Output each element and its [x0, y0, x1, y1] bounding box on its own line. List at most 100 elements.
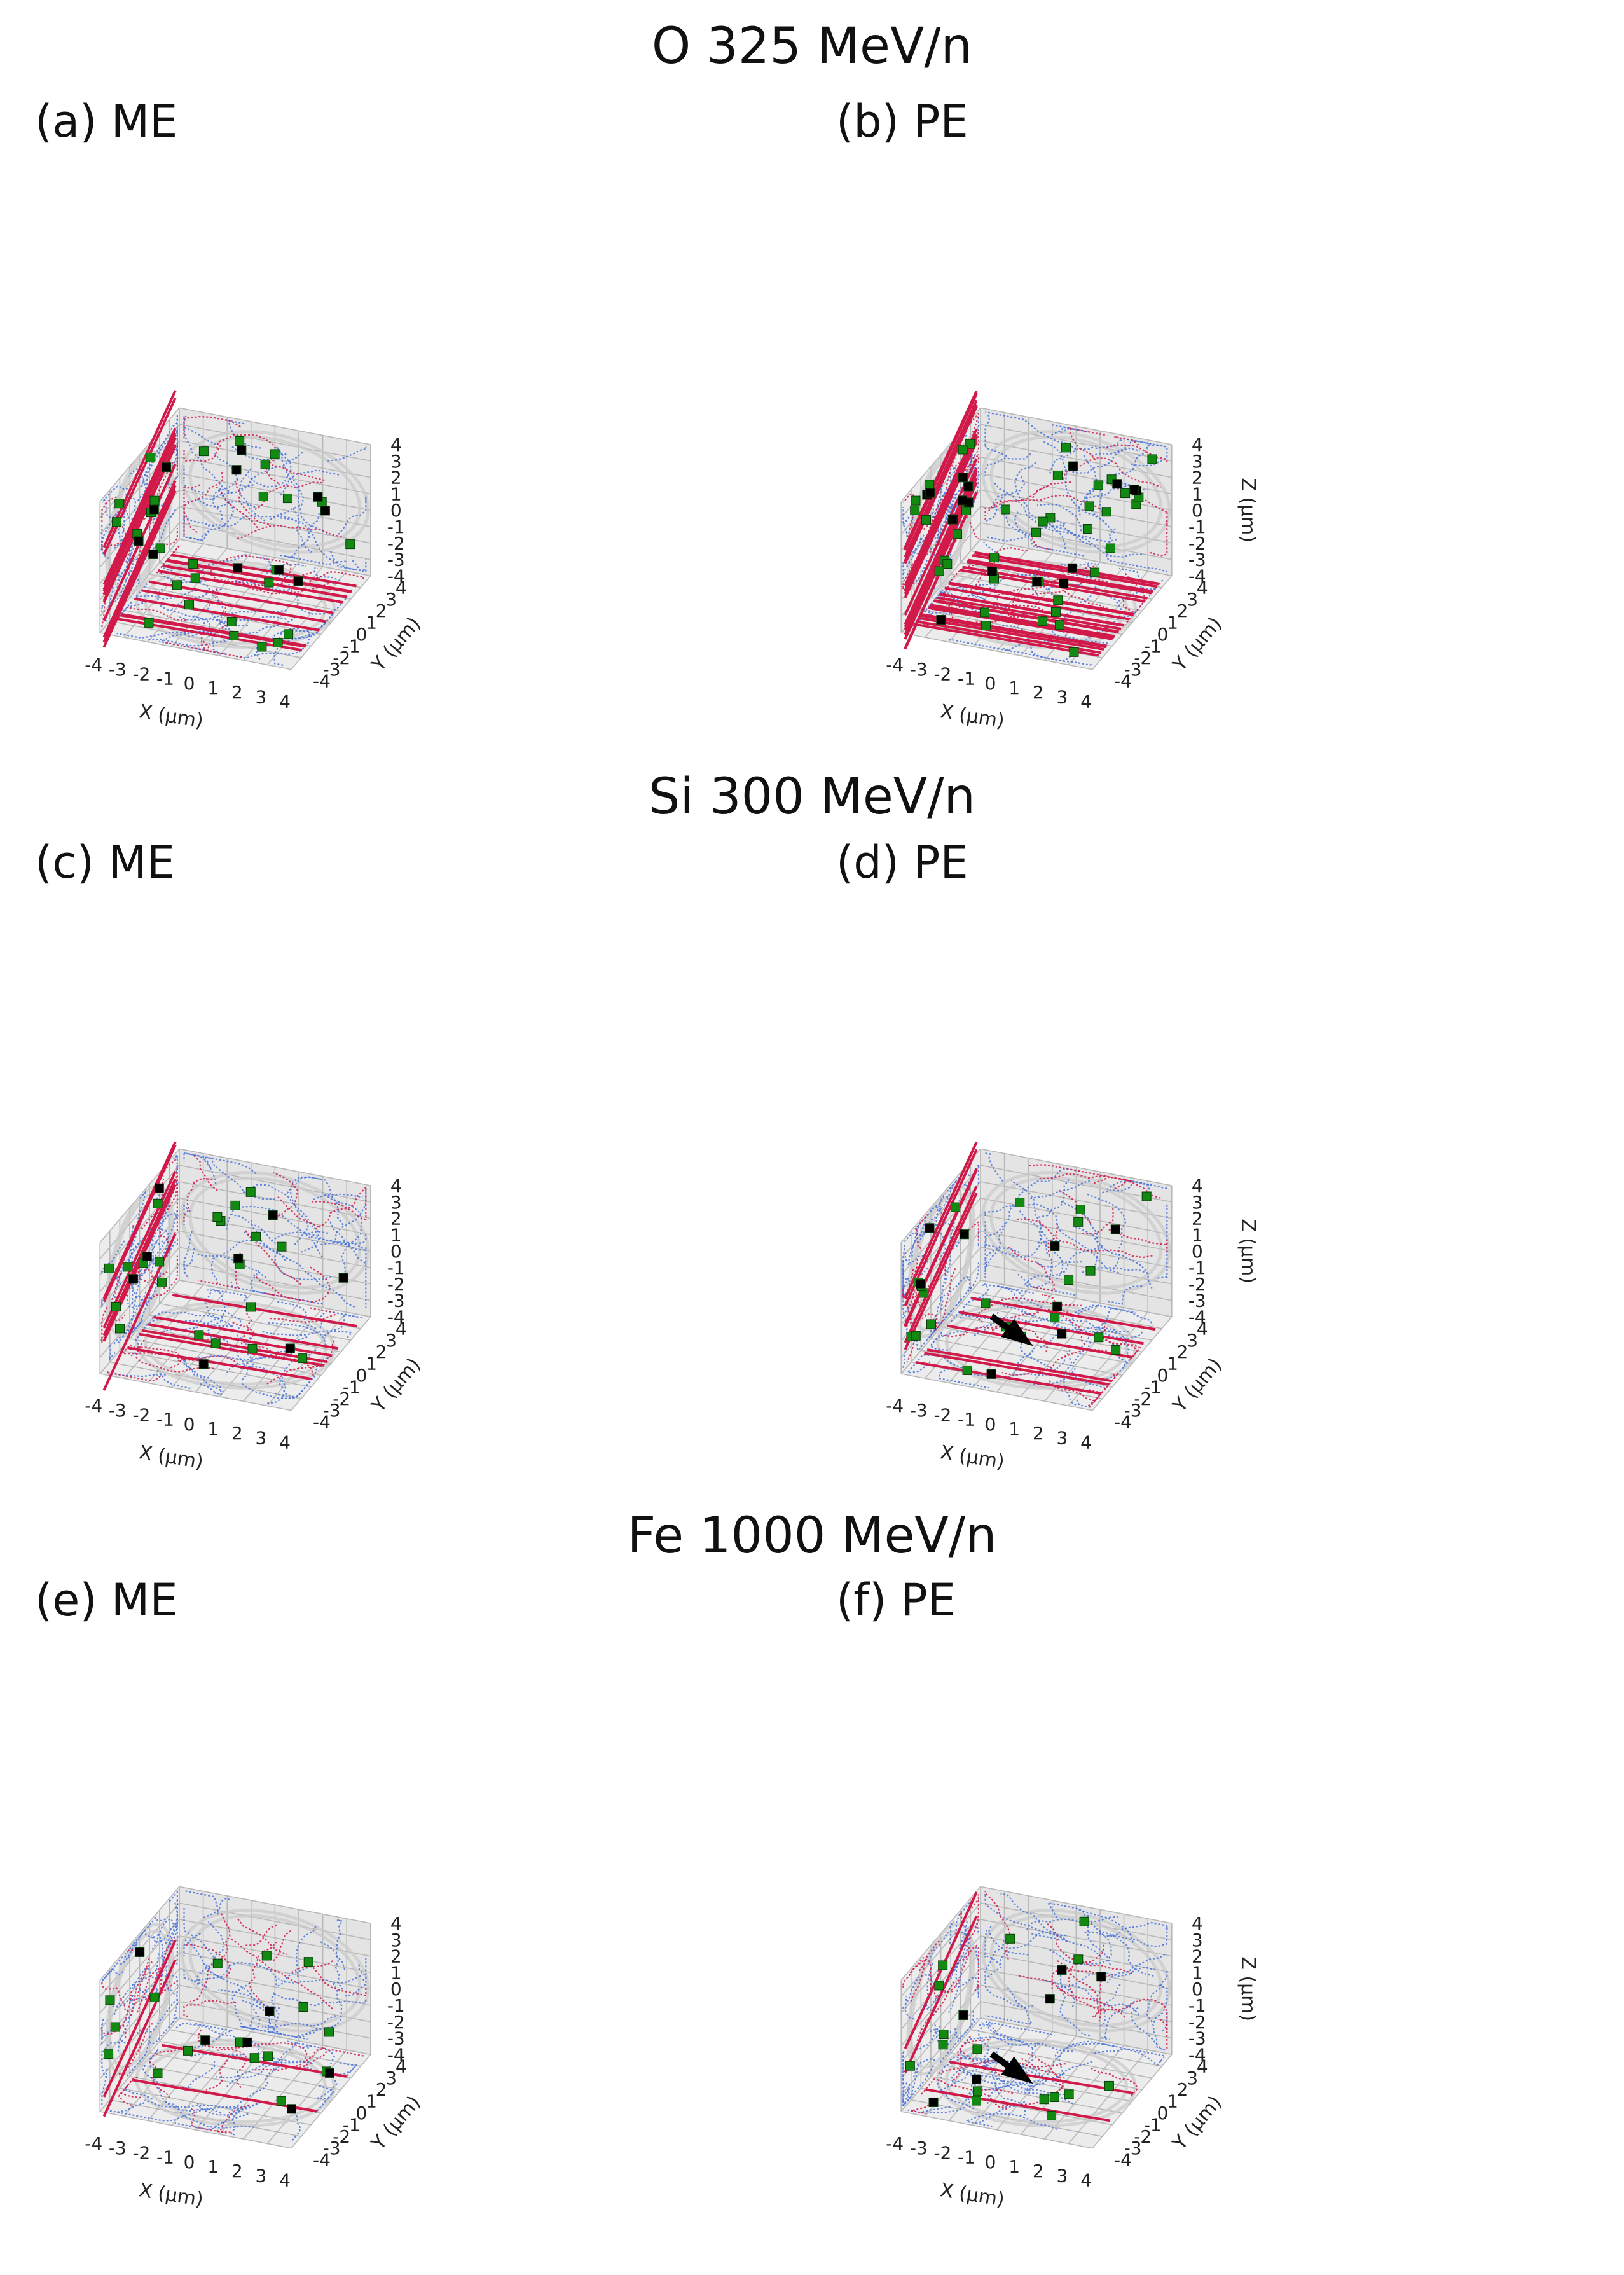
x-tick-label: 2 — [1033, 1423, 1044, 1444]
grid-back-z — [179, 1886, 371, 1924]
x-tick-label: 4 — [279, 1432, 291, 1453]
grid-back-z — [179, 1165, 371, 1203]
y-tick-label: -4 — [1114, 2150, 1132, 2171]
primary-track-floor — [967, 560, 1152, 595]
delta-ray-floor — [952, 2038, 989, 2082]
secondary-track-back — [985, 411, 1077, 450]
primary-track-floor — [947, 1324, 1132, 1359]
secondary-track-floor — [233, 630, 310, 659]
delta-ray-back — [236, 524, 342, 540]
ellipse-floor — [944, 2042, 1129, 2124]
primary-track-left — [904, 406, 978, 564]
x-tick-label: 3 — [255, 1427, 266, 1448]
y-tick-label: 0 — [355, 1365, 367, 1386]
primary-track-left — [102, 397, 177, 555]
complex-black-marker — [971, 2074, 981, 2084]
secondary-track-back — [241, 452, 303, 492]
panel-label: (e) ME — [35, 1574, 178, 1626]
z-tick-label: 3 — [1192, 1930, 1203, 1951]
dsb-green-marker — [190, 573, 200, 583]
dsb-green-marker — [263, 2051, 273, 2061]
panel-4: -4-4-4-3 -3-3-2-2-2-1-1-1000111222333444X… — [35, 1574, 425, 2211]
x-tick-label: 4 — [279, 691, 291, 712]
delta-ray-back — [248, 1941, 277, 2014]
grid-floor-y — [940, 1326, 1132, 1364]
delta-ray-floor — [126, 606, 187, 621]
secondary-track-back — [1034, 1261, 1083, 1268]
x-tick-label: 0 — [184, 1414, 195, 1435]
x-tick-label: 3 — [255, 686, 266, 707]
delta-ray-floor — [120, 2076, 141, 2099]
x-tick-label: 1 — [1008, 1418, 1020, 1439]
secondary-track-back — [338, 495, 367, 536]
secondary-track-back — [1029, 1179, 1092, 1200]
secondary-track-left — [149, 2016, 178, 2045]
panel-label: (b) PE — [836, 95, 968, 148]
delta-ray-floor — [205, 2059, 228, 2091]
delta-ray-left — [150, 1255, 178, 1301]
delta-ray-left — [909, 1956, 926, 2002]
secondary-track-back — [183, 1968, 207, 1988]
secondary-track-floor — [1068, 561, 1091, 578]
grid-back-z — [179, 407, 371, 445]
secondary-track-back — [248, 447, 292, 488]
primary-track-floor — [171, 553, 357, 588]
z-tick-label: -2 — [1188, 2012, 1206, 2033]
delta-ray-floor — [299, 2049, 364, 2069]
delta-ray-left — [902, 1277, 939, 1301]
secondary-track-back — [320, 1241, 367, 1264]
y-tick-label: 1 — [366, 1353, 377, 1374]
secondary-track-left — [101, 1297, 105, 1308]
secondary-track-back — [242, 1184, 320, 1254]
complex-black-marker — [1045, 1994, 1055, 2004]
secondary-track-floor — [966, 2113, 1057, 2130]
secondary-track-left — [117, 1995, 134, 2052]
delta-ray-floor — [254, 2047, 327, 2071]
grid-back-z — [179, 1902, 371, 1940]
x-tick-label: 0 — [985, 1414, 996, 1435]
secondary-track-floor — [319, 2085, 335, 2101]
z-tick-label: 0 — [390, 1979, 402, 2000]
secondary-track-floor — [287, 2040, 310, 2049]
secondary-track-back — [203, 1156, 258, 1175]
dsb-green-marker — [155, 543, 165, 553]
secondary-track-back — [192, 1961, 277, 1986]
complex-black-marker — [148, 549, 158, 559]
delta-ray-left — [101, 496, 117, 522]
secondary-track-floor — [226, 2058, 281, 2087]
secondary-track-back — [984, 1222, 1007, 1274]
y-tick-label: 2 — [376, 2079, 387, 2100]
primary-track-floor — [172, 1293, 357, 1328]
y-tick-label: 4 — [1197, 1318, 1208, 1339]
y-tick-label: 3 — [1187, 2068, 1198, 2089]
complex-black-marker — [287, 2104, 297, 2114]
grid-back-z — [179, 473, 371, 511]
primary-track-floor — [930, 604, 1115, 638]
delta-ray-left — [101, 541, 126, 550]
primary-track-left — [904, 1193, 978, 1350]
delta-ray-back — [984, 494, 1100, 522]
dsb-green-marker — [226, 616, 237, 626]
z-tick-label: 4 — [390, 1913, 402, 1934]
delta-ray-back — [216, 486, 258, 529]
dsb-green-marker — [146, 452, 156, 462]
secondary-track-floor — [256, 610, 333, 660]
x-tick-label: -4 — [85, 1395, 102, 1416]
complex-black-marker — [293, 576, 303, 586]
delta-ray-left — [118, 2023, 155, 2075]
ellipse-back — [188, 1914, 362, 2028]
secondary-track-left — [151, 1918, 178, 1965]
grid-back-z — [179, 424, 371, 462]
delta-ray-left — [902, 1958, 932, 1989]
delta-ray-floor — [1091, 2067, 1138, 2097]
z-tick-label: 0 — [1192, 1979, 1203, 2000]
z-tick-label: 0 — [1192, 500, 1203, 521]
primary-track-left — [102, 1144, 177, 1303]
y-tick-label: 3 — [385, 2068, 397, 2089]
secondary-track-back — [1146, 1970, 1168, 2023]
dsb-green-marker — [1090, 567, 1100, 577]
dsb-green-marker — [212, 1958, 223, 1968]
complex-black-marker — [1057, 1965, 1067, 1975]
dsb-green-marker — [245, 1302, 256, 1312]
complex-black-marker — [338, 1273, 348, 1283]
